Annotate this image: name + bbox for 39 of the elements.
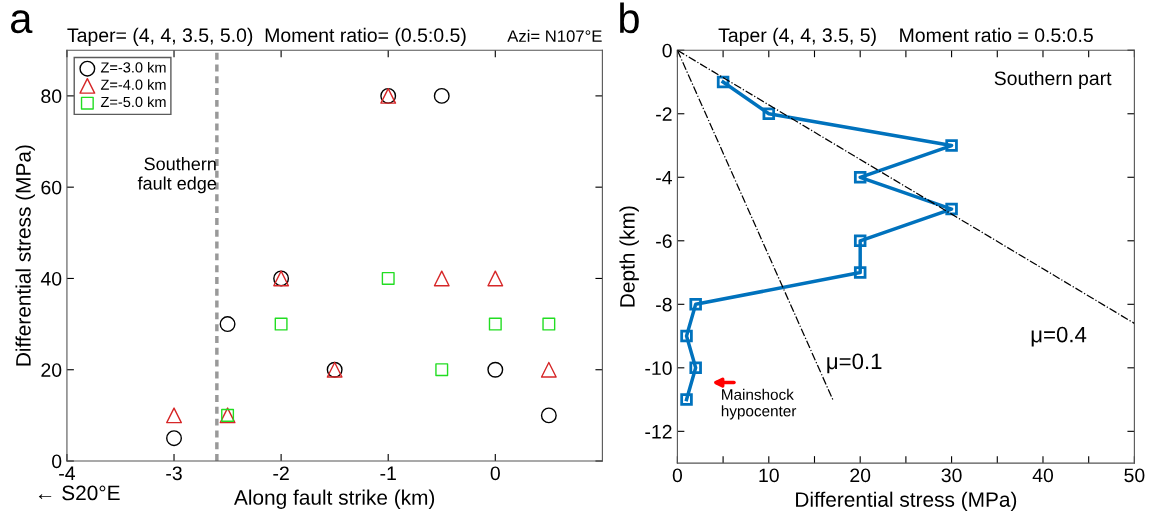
y-tick-label: -10	[645, 361, 672, 376]
x-tick-label: -3	[166, 466, 182, 481]
x-tick-label: 0	[490, 466, 500, 481]
y-tick-label: 80	[41, 89, 62, 104]
text: ← S20°E	[38, 485, 120, 501]
series-label: μ=0.4	[1031, 326, 1087, 347]
y-tick-label: 20	[41, 363, 62, 377]
x-tick-label: 10	[759, 468, 779, 483]
text: b	[620, 2, 639, 34]
annotation: Mainshock hypocenter	[721, 388, 797, 420]
legend-label: Z=-4.0 km	[100, 79, 166, 90]
x-tick-label: 0	[672, 468, 683, 483]
series-label: μ=0.1	[827, 353, 882, 374]
y-tick-label: -2	[656, 107, 672, 121]
x-tick-label: -1	[380, 466, 396, 480]
y-tick-label: -4	[656, 170, 672, 185]
y-tick-label: 40	[40, 271, 62, 286]
y-tick-label: -12	[645, 424, 672, 439]
y-tick-label: 60	[41, 180, 62, 195]
y-tick-label: -8	[656, 297, 672, 312]
legend-label: Z=-3.0 km	[100, 61, 166, 73]
text: Azi= N107°E	[507, 29, 602, 43]
x-axis-title: Differential stress (MPa)	[796, 491, 1017, 512]
y-axis-title: Depth (km)	[619, 206, 639, 307]
y-axis-title: Differential stress (MPa)	[15, 145, 35, 366]
ref-line-label: Southern fault edge	[137, 157, 217, 194]
x-tick-label: 30	[941, 468, 962, 483]
y-tick-label: 0	[662, 43, 672, 58]
legend-label: Z=-5.0 km	[100, 96, 166, 108]
annotation: Southern part	[994, 70, 1112, 90]
x-tick-label: 40	[1032, 468, 1054, 483]
x-tick-label: -2	[273, 466, 289, 480]
x-axis-title: Along fault strike (km)	[233, 489, 435, 509]
x-tick-label: 20	[850, 468, 871, 483]
chart-title: Taper= (4, 4, 3.5, 5.0) Moment ratio= (0.5:0.5)	[67, 27, 466, 46]
text: a	[11, 10, 33, 34]
y-tick-label: -6	[656, 234, 672, 249]
x-tick-label: 50	[1124, 468, 1145, 483]
chart-title: Taper (4, 4, 3.5, 5) Moment ratio = 0.5:0.5	[718, 27, 1093, 46]
